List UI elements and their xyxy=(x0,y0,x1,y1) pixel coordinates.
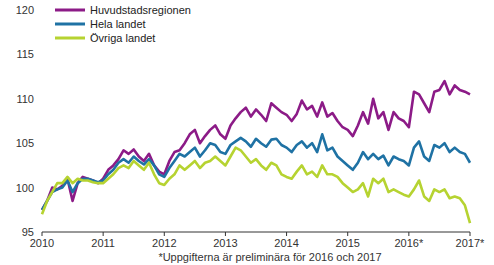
x-tick xyxy=(470,232,471,236)
x-tick xyxy=(164,232,165,236)
legend-label: Hela landet xyxy=(90,18,146,30)
legend-swatch xyxy=(55,23,85,26)
footnote: *Uppgifterna är preliminära för 2016 och… xyxy=(158,251,381,263)
legend-label: Huvudstadsregionen xyxy=(90,4,191,16)
x-tick-label: 2010 xyxy=(30,237,54,249)
x-tick-label: 2011 xyxy=(91,237,115,249)
chart: 9510010511011512020102011201220132014201… xyxy=(0,0,494,265)
x-tick xyxy=(286,232,287,236)
x-axis xyxy=(42,232,470,233)
x-tick-label: 2013 xyxy=(213,237,237,249)
x-tick xyxy=(42,232,43,236)
series-line xyxy=(42,81,470,210)
series-line xyxy=(42,148,470,223)
x-tick-label: 2012 xyxy=(152,237,176,249)
y-tick-label: 100 xyxy=(16,182,34,194)
y-tick xyxy=(39,143,42,144)
y-tick xyxy=(39,54,42,55)
x-tick-label: 2016* xyxy=(394,237,423,249)
y-tick-label: 105 xyxy=(16,137,34,149)
legend-swatch xyxy=(55,9,85,12)
plot-area xyxy=(42,81,470,223)
x-tick-label: 2015 xyxy=(335,237,359,249)
x-tick xyxy=(103,232,104,236)
legend-swatch xyxy=(55,37,85,40)
x-tick xyxy=(347,232,348,236)
y-tick-label: 120 xyxy=(16,4,34,16)
legend-label: Övriga landet xyxy=(90,32,155,44)
y-tick-label: 115 xyxy=(16,48,34,60)
y-tick-label: 110 xyxy=(16,93,34,105)
y-tick xyxy=(39,187,42,188)
x-tick-label: 2014 xyxy=(274,237,298,249)
y-tick xyxy=(39,98,42,99)
x-tick-label: 2017* xyxy=(456,237,485,249)
x-tick xyxy=(225,232,226,236)
series-line xyxy=(42,134,470,209)
y-tick xyxy=(39,10,42,11)
x-tick xyxy=(408,232,409,236)
